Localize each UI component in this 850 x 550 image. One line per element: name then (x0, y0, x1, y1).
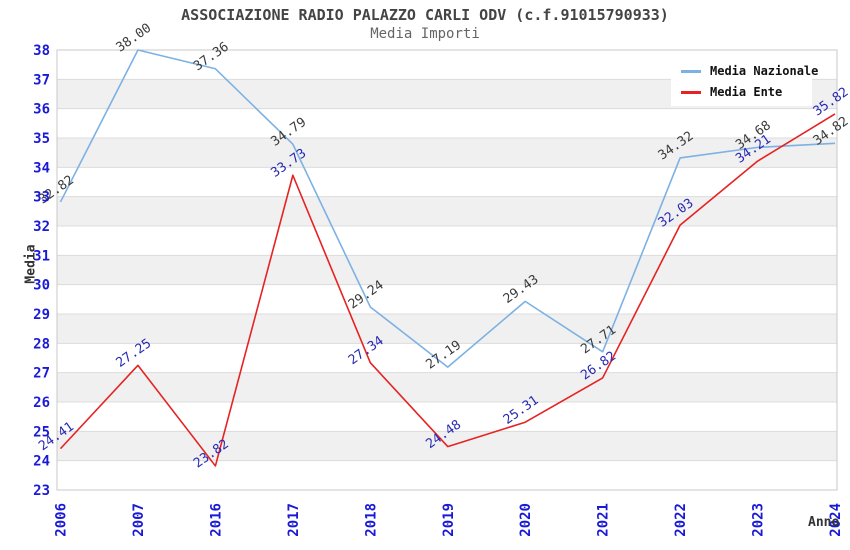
x-tick-label: 2019 (441, 503, 457, 537)
y-axis-title: Media (23, 244, 39, 284)
legend-label-media-ente: Media Ente (710, 85, 783, 99)
legend-item-media-nazionale: Media Nazionale (681, 64, 818, 78)
y-tick-label: 25 (33, 424, 50, 440)
y-tick-label: 23 (33, 483, 50, 499)
y-tick-label: 29 (33, 307, 50, 323)
y-tick-label: 33 (33, 190, 50, 206)
y-tick-label: 27 (33, 366, 50, 382)
grid-band (57, 196, 837, 226)
grid-band (57, 138, 837, 168)
series-line-media-ente (59, 113, 836, 467)
legend-swatch-media-nazionale (681, 69, 701, 73)
x-tick-label: 2024 (828, 503, 844, 537)
y-tick-label: 35 (33, 131, 50, 147)
legend-label-media-nazionale: Media Nazionale (710, 64, 819, 78)
grid-band (57, 314, 837, 344)
y-tick-label: 38 (33, 43, 50, 59)
y-tick-label: 36 (33, 102, 50, 118)
legend-swatch-media-ente (681, 90, 701, 94)
x-tick-label: 2021 (596, 503, 612, 537)
chart-subtitle: Media Importi (370, 26, 480, 42)
y-tick-label: 32 (33, 219, 50, 235)
y-tick-label: 30 (33, 278, 50, 294)
x-tick-label: 2016 (208, 503, 224, 537)
y-tick-label: 26 (33, 395, 50, 411)
x-axis-title: Anno (808, 515, 840, 530)
series-line-media-nazionale (59, 49, 836, 368)
x-tick-label: 2018 (363, 503, 379, 537)
y-tick-label: 24 (33, 454, 50, 470)
x-tick-label: 2020 (518, 503, 534, 537)
x-tick-label: 2022 (673, 503, 689, 537)
x-tick-label: 2023 (751, 503, 767, 537)
y-tick-label: 31 (33, 248, 50, 264)
x-tick-label: 2006 (54, 503, 70, 537)
chart-title: ASSOCIAZIONE RADIO PALAZZO CARLI ODV (c.… (181, 6, 669, 24)
x-tick-label: 2017 (286, 503, 302, 537)
legend-item-media-ente: Media Ente (681, 85, 806, 99)
y-tick-label: 37 (33, 72, 50, 88)
grid-band (57, 372, 837, 402)
y-tick-label: 28 (33, 336, 50, 352)
plot-border (56, 49, 838, 491)
y-tick-label: 34 (33, 160, 50, 176)
legend: Media Nazionale Media Ente (671, 57, 818, 106)
grid-band (57, 255, 837, 285)
x-tick-label: 2007 (131, 503, 147, 537)
data-point-label-media-nazionale: 37.36 (191, 40, 232, 75)
